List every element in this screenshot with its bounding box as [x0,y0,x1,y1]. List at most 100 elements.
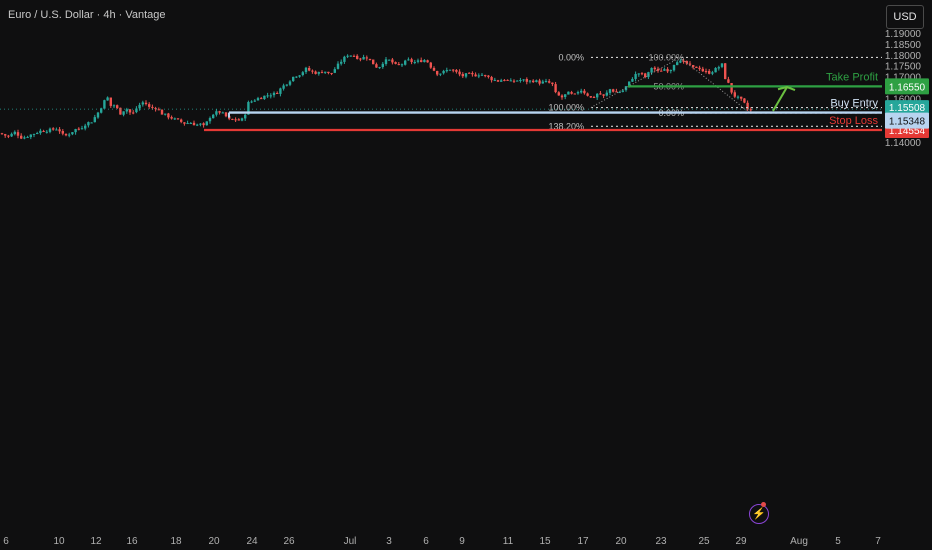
candle-body [480,74,484,76]
candle-body [13,131,16,135]
candle-body [324,71,327,73]
candle-body [416,60,420,62]
candle-body [631,78,634,82]
candle-body [372,59,375,65]
candle-body [320,72,324,74]
candle-body [183,122,186,124]
candle-body [90,122,93,124]
candle-body [10,133,13,137]
candle-body [106,97,109,101]
candle-body [269,95,272,97]
y-tick-label: 1.18000 [885,51,922,62]
candle-body [48,128,52,132]
candle-body [452,69,455,71]
x-tick-label: 16 [126,536,138,547]
candle-body [474,74,477,77]
candle-body [688,63,692,65]
price-tag-box [885,78,929,95]
candle-body [612,89,615,92]
candle-body [672,64,676,71]
candle-body [692,65,695,67]
fib-trend-line [679,57,751,114]
candle-body [0,133,4,135]
candle-body [170,117,173,119]
candle-body [381,63,384,68]
candle-body [234,119,237,121]
candle-body [519,80,522,82]
candle-body [404,60,407,65]
candle-body [45,131,48,133]
x-tick-label: 17 [577,536,589,547]
x-tick-label: 23 [655,536,667,547]
candle-body [231,118,234,120]
candle-body [279,88,282,94]
candle-body [602,94,605,96]
candle-body [208,118,212,122]
candle-body [196,124,199,126]
candle-body [727,79,730,83]
x-tick-label: 11 [503,536,514,547]
candle-body [330,72,333,74]
candle-body [420,60,423,63]
candle-body [506,79,509,81]
candle-body [160,109,164,115]
x-tick-label: 10 [53,536,65,547]
candle-body [704,71,708,73]
candle-body [356,55,359,59]
candle-body [560,95,564,98]
candle-body [221,112,224,114]
candle-body [378,67,381,69]
price-tag-text: 1.16550 [889,82,926,93]
candle-body [52,128,55,130]
candle-body [679,60,682,63]
candle-body [138,104,141,109]
projection-arrow-head [777,86,796,92]
candle-body [496,80,500,82]
candle-body [749,109,752,111]
candle-body [186,123,189,125]
candle-body [119,107,122,115]
candle-body [237,119,240,121]
candle-body [132,112,135,114]
candle-body [512,80,516,82]
y-tick-label: 1.14000 [885,138,922,149]
candle-body [628,81,631,87]
candle-body [96,112,100,118]
candle-body [500,80,503,82]
candle-body [410,59,413,63]
candle-body [346,55,349,57]
candle-body [682,60,685,62]
currency-button[interactable]: USD [886,5,924,29]
candle-body [58,129,61,132]
fib-level-label: 100.00% [548,103,584,113]
candle-body [695,66,698,68]
x-tick-label: 25 [698,536,710,547]
candle-body [308,67,311,71]
y-tick-label: 1.19000 [885,29,922,40]
candle-body [154,108,157,110]
x-tick-label: 12 [90,536,102,547]
fib-level-label: 100.00% [648,52,684,62]
candle-body [180,119,183,122]
candle-body [292,76,295,82]
candle-body [192,122,196,126]
x-tick-label: 29 [735,536,747,547]
candle-body [173,118,176,120]
candle-body [746,102,749,110]
candle-body [637,73,640,75]
candle-body [676,62,679,66]
candle-body [29,134,32,138]
candle-body [74,129,77,133]
candle-body [349,55,352,57]
candle-body [541,81,544,84]
candle-body [80,128,84,130]
lightning-icon[interactable]: ⚡ [749,504,769,524]
candle-body [16,132,20,136]
candle-body [423,60,426,63]
candle-body [608,89,612,93]
candle-body [458,71,461,75]
candle-body [311,70,314,72]
candle-body [199,123,202,125]
candle-body [503,79,506,81]
